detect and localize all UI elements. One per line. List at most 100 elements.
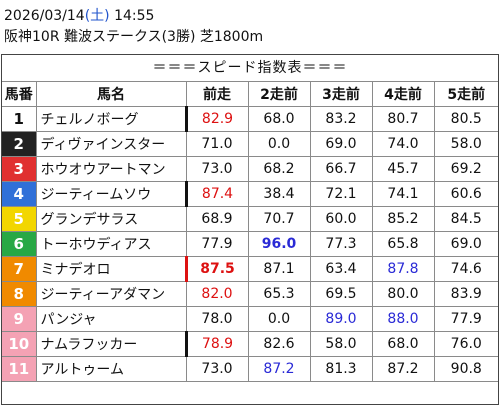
table-row: 11 アルトゥーム 73.0 87.2 81.3 87.2 90.8 xyxy=(2,356,498,382)
speed-value: 65.3 xyxy=(248,281,311,307)
horse-number: 6 xyxy=(2,231,37,257)
horse-number: 9 xyxy=(2,306,37,332)
speed-value: 87.5 xyxy=(184,256,249,282)
horse-number: 5 xyxy=(2,206,37,232)
speed-value: 76.0 xyxy=(434,331,498,357)
col-header-number: 馬番 xyxy=(2,81,37,107)
horse-name: ナムラフッカー xyxy=(36,331,187,357)
speed-value: 78.9 xyxy=(184,331,249,357)
speed-value: 80.0 xyxy=(372,281,435,307)
race-date: 2026/03/14 xyxy=(4,8,85,24)
speed-value: 82.9 xyxy=(184,106,249,132)
speed-value: 83.9 xyxy=(434,281,498,307)
speed-value: 66.7 xyxy=(310,156,373,182)
table-row: 9 パンジャ 78.0 0.0 89.0 88.0 77.9 xyxy=(2,306,498,332)
race-header: 2026/03/14(土) 14:55 阪神10R 難波ステークス(3勝) 芝1… xyxy=(4,6,263,48)
speed-value: 87.8 xyxy=(372,256,435,282)
speed-value: 87.1 xyxy=(248,256,311,282)
horse-number: 7 xyxy=(2,256,37,282)
horse-name: アルトゥーム xyxy=(36,356,187,382)
speed-value: 38.4 xyxy=(248,181,311,207)
speed-value: 85.2 xyxy=(372,206,435,232)
speed-value: 58.0 xyxy=(310,331,373,357)
horse-number: 2 xyxy=(2,131,37,157)
col-header-4ago: 4走前 xyxy=(372,81,435,107)
table-row: 8 ジーティーアダマン 82.0 65.3 69.5 80.0 83.9 xyxy=(2,281,498,307)
table-row: 3 ホウオウアートマン 73.0 68.2 66.7 45.7 69.2 xyxy=(2,156,498,182)
horse-number: 10 xyxy=(2,331,37,357)
speed-value: 73.0 xyxy=(186,156,249,182)
speed-value: 69.2 xyxy=(434,156,498,182)
speed-value: 80.5 xyxy=(434,106,498,132)
speed-value: 74.0 xyxy=(372,131,435,157)
speed-value: 74.6 xyxy=(434,256,498,282)
speed-value: 70.7 xyxy=(248,206,311,232)
col-header-name: 馬名 xyxy=(36,81,187,107)
speed-value: 45.7 xyxy=(372,156,435,182)
speed-value: 74.1 xyxy=(372,181,435,207)
speed-value: 0.0 xyxy=(248,306,311,332)
speed-value: 90.8 xyxy=(434,356,498,382)
speed-value: 60.6 xyxy=(434,181,498,207)
speed-value: 65.8 xyxy=(372,231,435,257)
race-weekday: (土) xyxy=(84,8,110,24)
horse-name: チェルノボーグ xyxy=(36,106,187,132)
horse-number: 8 xyxy=(2,281,37,307)
horse-number: 3 xyxy=(2,156,37,182)
col-header-3ago: 3走前 xyxy=(310,81,373,107)
speed-index-table: 馬番 馬名 前走 2走前 3走前 4走前 5走前 1 チェルノボーグ 82.9 … xyxy=(2,81,498,382)
speed-value: 80.7 xyxy=(372,106,435,132)
speed-value: 83.2 xyxy=(310,106,373,132)
speed-value: 77.9 xyxy=(434,306,498,332)
horse-name: パンジャ xyxy=(36,306,187,332)
speed-value: 0.0 xyxy=(248,131,311,157)
speed-value: 69.0 xyxy=(310,131,373,157)
speed-value: 77.3 xyxy=(310,231,373,257)
col-header-5ago: 5走前 xyxy=(434,81,498,107)
col-header-2ago: 2走前 xyxy=(248,81,311,107)
table-row: 1 チェルノボーグ 82.9 68.0 83.2 80.7 80.5 xyxy=(2,106,498,132)
speed-value: 60.0 xyxy=(310,206,373,232)
table-row: 7 ミナデオロ 87.5 87.1 63.4 87.8 74.6 xyxy=(2,256,498,282)
table-row: 10 ナムラフッカー 78.9 82.6 58.0 68.0 76.0 xyxy=(2,331,498,357)
horse-name: グランデサラス xyxy=(36,206,187,232)
table-row: 6 トーホウディアス 77.9 96.0 77.3 65.8 69.0 xyxy=(2,231,498,257)
table-title: ＝＝＝スピード指数表＝＝＝ xyxy=(152,60,348,76)
header-row: 馬番 馬名 前走 2走前 3走前 4走前 5走前 xyxy=(2,81,498,107)
speed-value: 71.0 xyxy=(186,131,249,157)
speed-value: 68.9 xyxy=(186,206,249,232)
table-row: 2 ディヴァインスター 71.0 0.0 69.0 74.0 58.0 xyxy=(2,131,498,157)
speed-value: 82.6 xyxy=(248,331,311,357)
speed-value: 69.0 xyxy=(434,231,498,257)
horse-name: ジーティーアダマン xyxy=(36,281,187,307)
speed-value: 84.5 xyxy=(434,206,498,232)
horse-number: 11 xyxy=(2,356,37,382)
horse-name: ホウオウアートマン xyxy=(36,156,187,182)
horse-name: ジーティームソウ xyxy=(36,181,187,207)
speed-value: 87.2 xyxy=(248,356,311,382)
speed-index-panel: ＝＝＝スピード指数表＝＝＝ 馬番 馬名 前走 2走前 3走前 4走前 5走前 1… xyxy=(1,54,499,405)
date-line: 2026/03/14(土) 14:55 xyxy=(4,6,263,27)
horse-name: トーホウディアス xyxy=(36,231,187,257)
speed-value: 72.1 xyxy=(310,181,373,207)
horse-number: 1 xyxy=(2,106,37,132)
speed-value: 78.0 xyxy=(186,306,249,332)
speed-value: 88.0 xyxy=(372,306,435,332)
speed-value: 87.4 xyxy=(184,181,249,207)
race-time: 14:55 xyxy=(114,8,155,24)
speed-value: 81.3 xyxy=(310,356,373,382)
speed-value: 73.0 xyxy=(186,356,249,382)
horse-name: ミナデオロ xyxy=(36,256,187,282)
speed-value: 87.2 xyxy=(372,356,435,382)
speed-value: 63.4 xyxy=(310,256,373,282)
speed-value: 89.0 xyxy=(310,306,373,332)
speed-value: 77.9 xyxy=(186,231,249,257)
speed-value: 69.5 xyxy=(310,281,373,307)
speed-value: 96.0 xyxy=(248,231,311,257)
race-name: 阪神10R 難波ステークス(3勝) 芝1800m xyxy=(4,29,264,45)
horse-number: 4 xyxy=(2,181,37,207)
speed-value: 58.0 xyxy=(434,131,498,157)
speed-value: 68.0 xyxy=(372,331,435,357)
speed-value: 68.0 xyxy=(248,106,311,132)
speed-value: 68.2 xyxy=(248,156,311,182)
